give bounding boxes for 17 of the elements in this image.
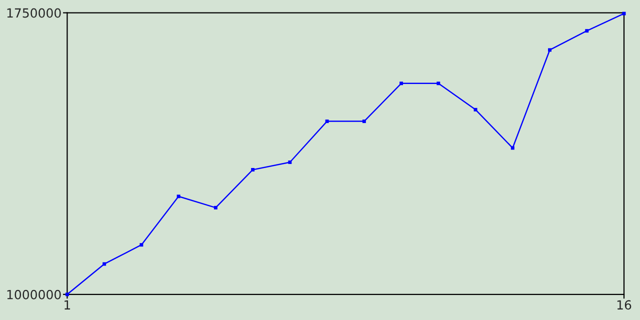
point <box>140 243 144 247</box>
point <box>436 82 440 86</box>
x-tick-label: 1 <box>64 300 70 310</box>
point <box>325 120 329 124</box>
point <box>362 120 366 124</box>
point <box>288 160 292 164</box>
y-tick-label: 1750000 <box>7 8 61 18</box>
point <box>548 48 552 52</box>
point <box>510 146 514 150</box>
point <box>176 194 180 198</box>
point <box>214 206 218 210</box>
point <box>474 108 478 112</box>
point <box>400 82 404 86</box>
point <box>251 168 255 172</box>
y-tick-label: 1000000 <box>7 290 61 300</box>
x-tick-label: 16 <box>617 300 632 310</box>
point <box>585 29 589 33</box>
